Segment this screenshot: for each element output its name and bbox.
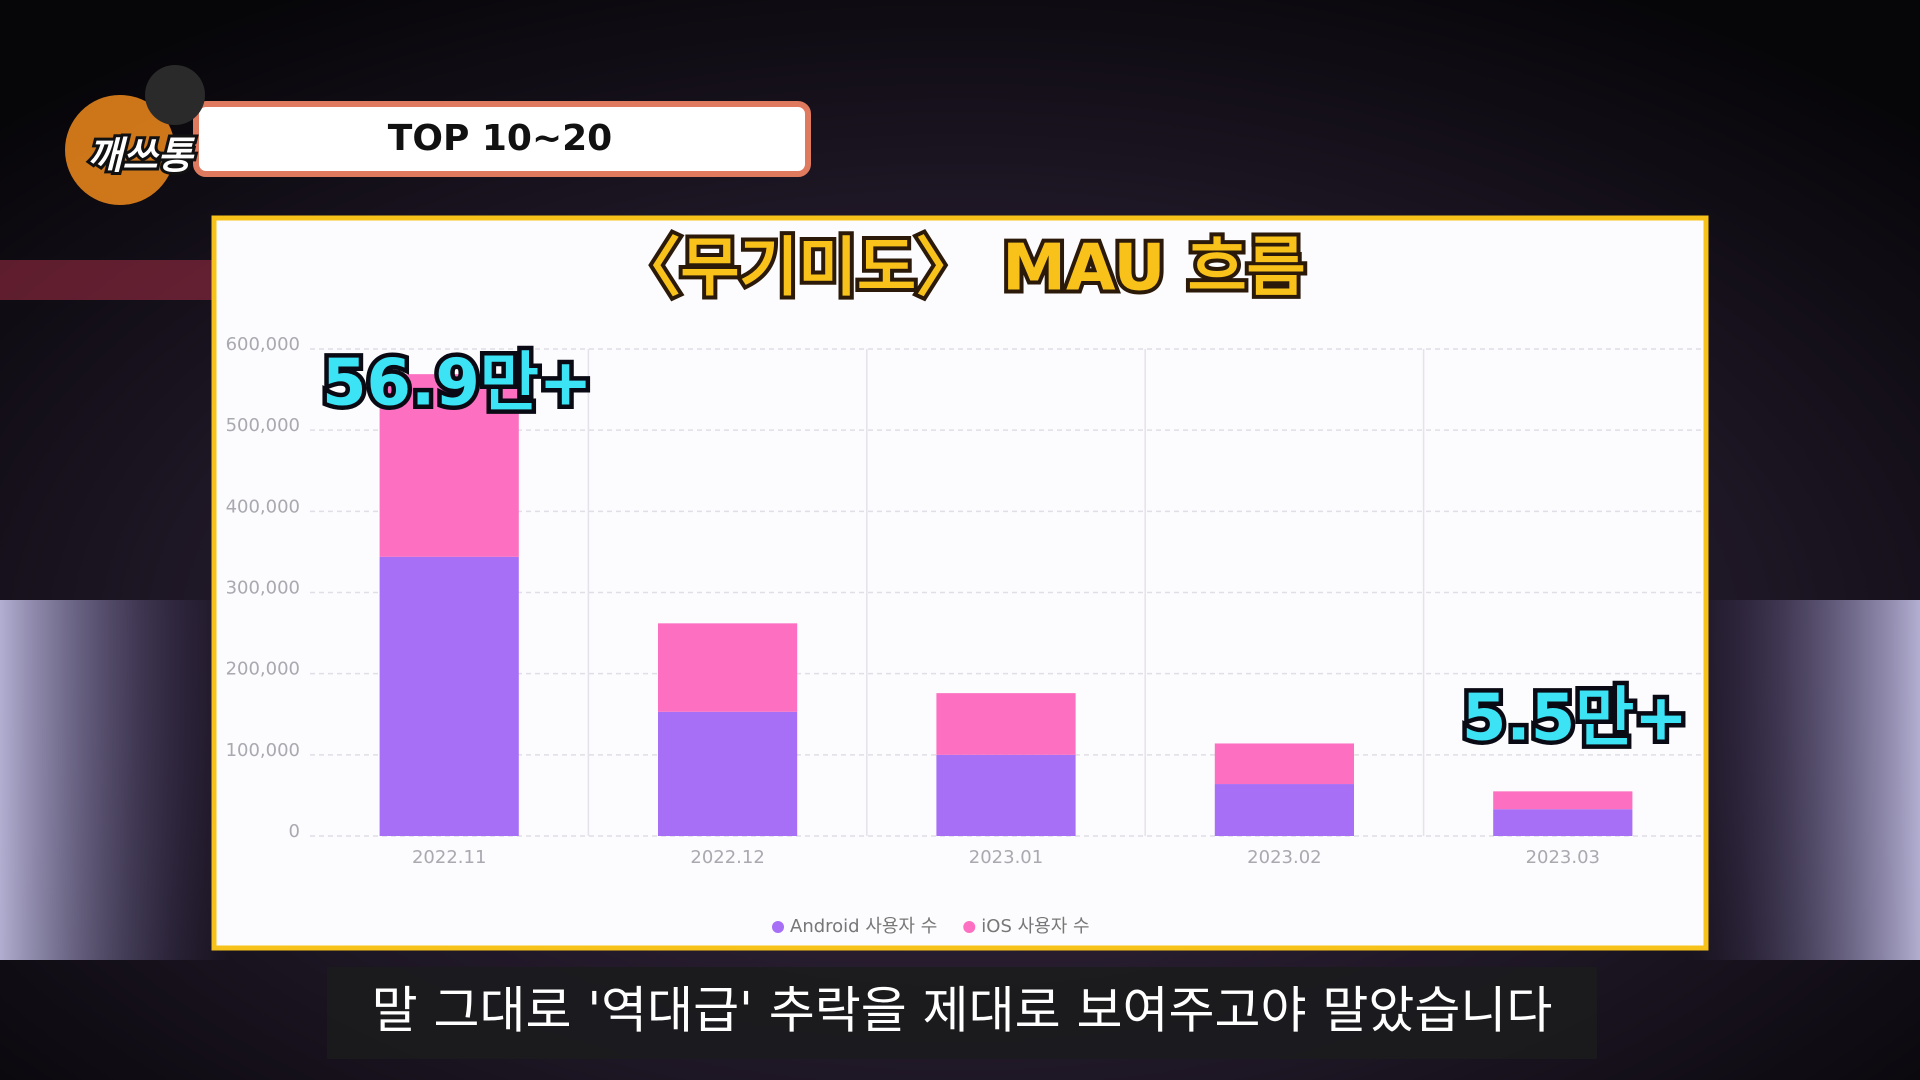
y-tick-label: 200,000: [226, 659, 300, 680]
bar-segment: [1214, 743, 1354, 785]
legend-marker: [772, 921, 784, 933]
header-title: TOP 10~20: [388, 118, 612, 159]
bar-segment: [936, 693, 1076, 755]
x-tick-label: 2023.03: [1526, 847, 1600, 868]
caption: 말 그대로 '역대급' 추락을 제대로 보여주고야 말았습니다: [372, 982, 1553, 1040]
y-tick-label: 100,000: [226, 740, 300, 761]
y-tick-label: 500,000: [226, 415, 300, 436]
bar-segment: [658, 711, 798, 836]
legend-marker: [963, 921, 976, 933]
bar-segment: [1493, 809, 1633, 836]
x-tick-label: 2023.01: [969, 847, 1043, 868]
y-tick-label: 300,000: [226, 578, 300, 599]
logo-text: 깨쓰통: [88, 134, 196, 178]
y-tick-label: 600,000: [226, 334, 300, 355]
background-glow: [0, 600, 230, 960]
x-tick-label: 2022.12: [690, 847, 764, 868]
background-glow: [0, 260, 240, 300]
header-badge: [193, 101, 811, 177]
chart-title: 〈무기미도〉 MAU 흐름: [616, 232, 1305, 306]
bar-segment: [1214, 784, 1354, 836]
logo-avatar: [145, 65, 205, 125]
x-tick-label: 2022.11: [412, 847, 486, 868]
background-glow: [1690, 600, 1920, 960]
y-tick-label: 400,000: [226, 496, 300, 517]
annotation: 56.9만+: [322, 347, 592, 421]
bar-segment: [379, 374, 519, 557]
caption-box: [327, 967, 1597, 1059]
bar-segment: [658, 623, 798, 712]
logo-burst: [65, 95, 175, 205]
legend-label: iOS 사용자 수: [981, 916, 1089, 937]
bar-segment: [1493, 791, 1633, 810]
annotation: 5.5만+: [1462, 682, 1688, 756]
bar-segment: [379, 556, 519, 836]
bar-segment: [936, 754, 1076, 836]
legend-label: Android 사용자 수: [790, 916, 937, 937]
x-tick-label: 2023.02: [1247, 847, 1321, 868]
y-tick-label: 0: [289, 821, 300, 842]
